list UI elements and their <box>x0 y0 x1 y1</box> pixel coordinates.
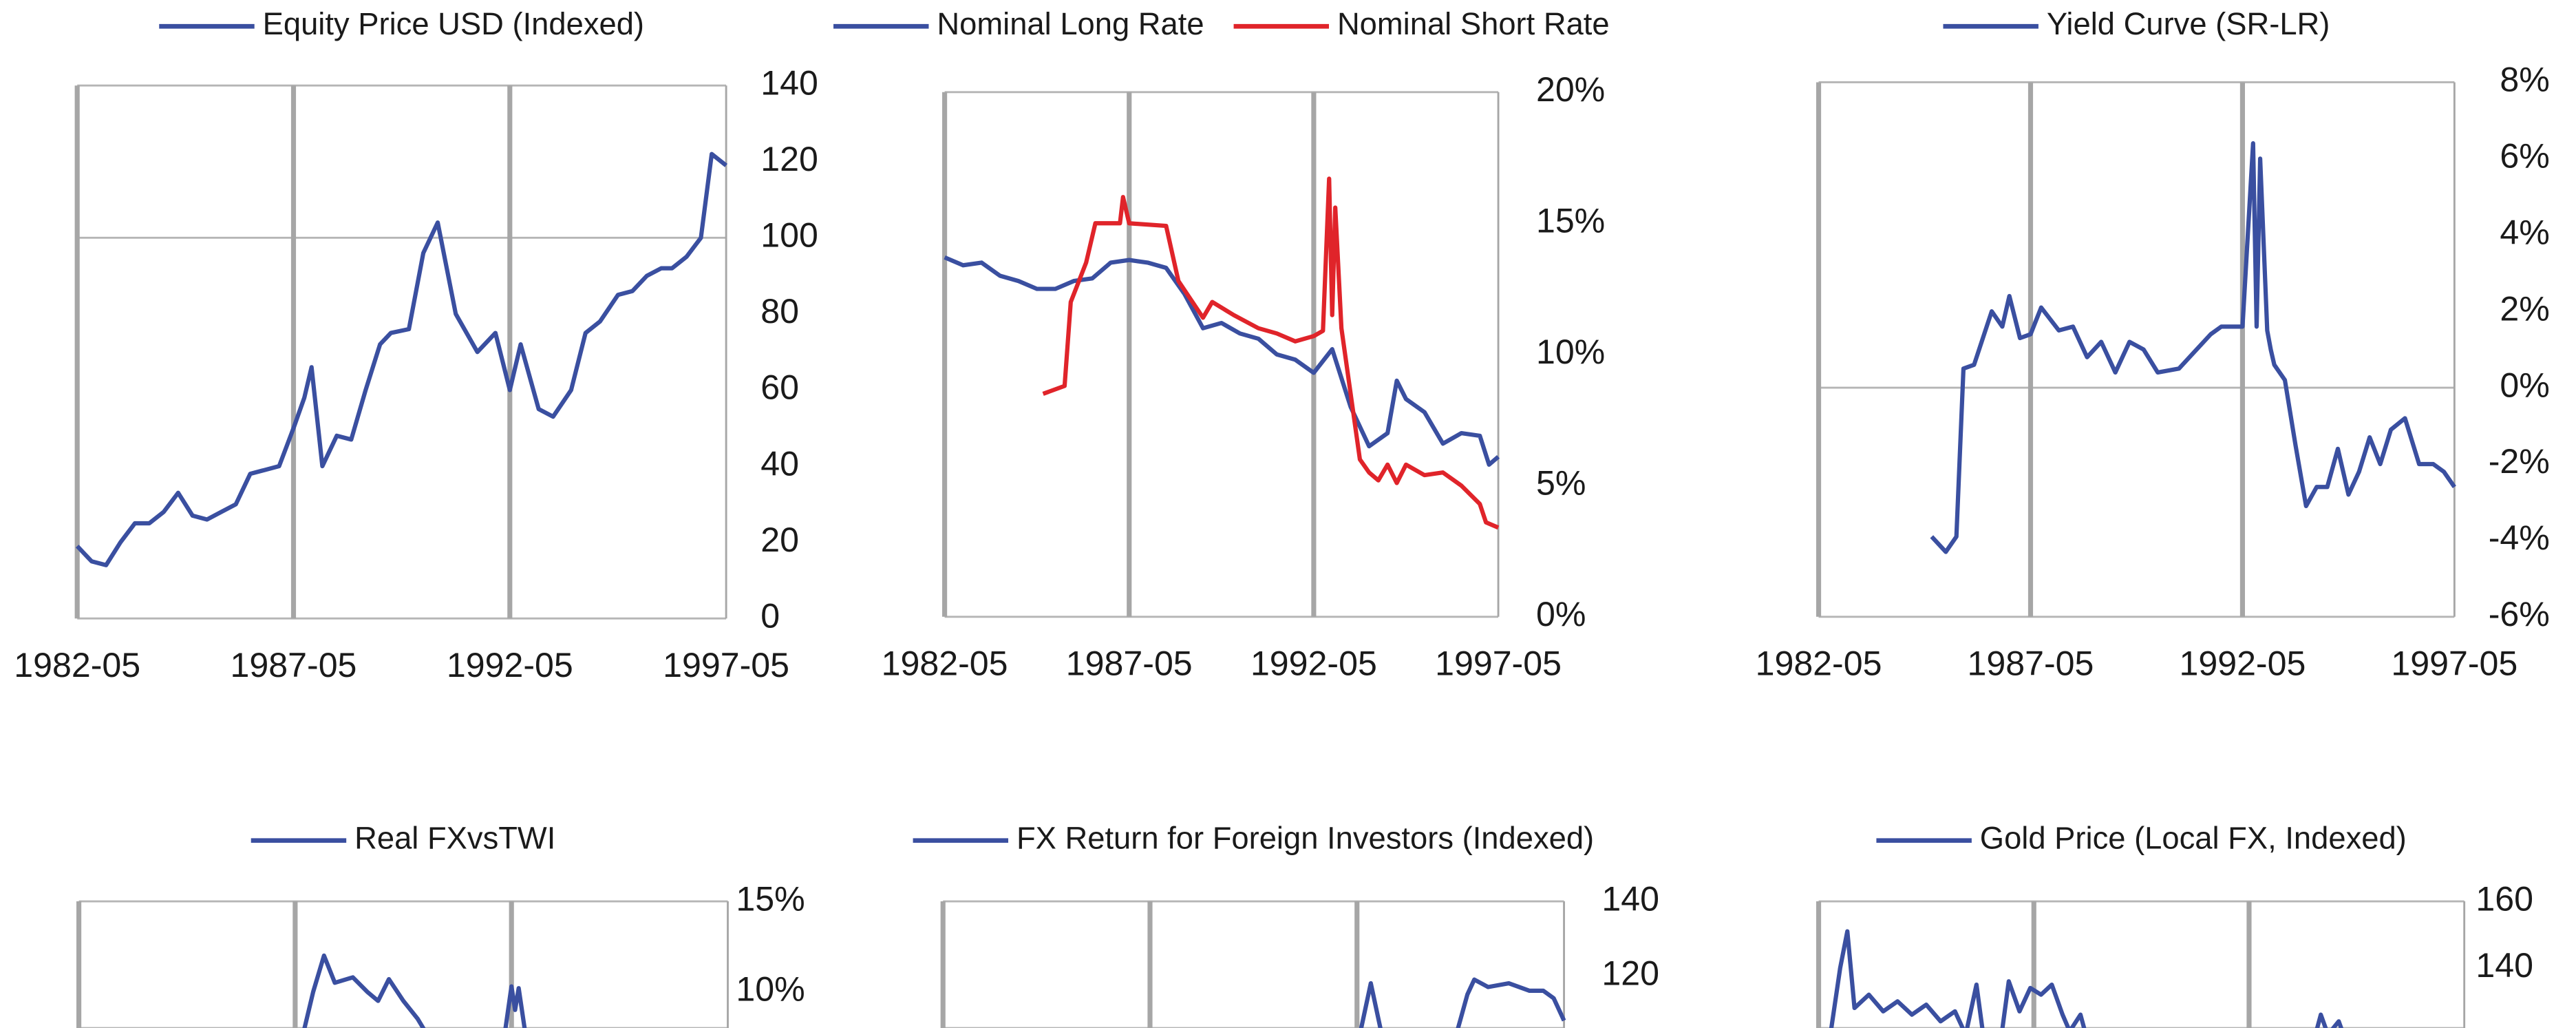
y-tick-label: 6% <box>2500 137 2549 176</box>
x-tick-label: 1992-05 <box>447 646 573 684</box>
x-tick-label: 1982-05 <box>882 644 1008 683</box>
legend-label: Real FXvsTWI <box>354 821 555 856</box>
y-tick-label: 80 <box>760 292 799 331</box>
y-tick-label: 15% <box>1536 202 1605 240</box>
x-tick-label: 1982-05 <box>14 646 140 684</box>
legend-label: Equity Price USD (Indexed) <box>263 6 644 41</box>
data-line <box>944 255 1500 467</box>
y-tick-label: 5% <box>1536 464 1586 503</box>
y-tick-label: 40 <box>760 444 799 483</box>
y-tick-label: 120 <box>760 140 818 178</box>
y-tick-label: 20 <box>760 521 799 559</box>
legend-label: Yield Curve (SR-LR) <box>2047 6 2330 41</box>
y-tick-label: 10% <box>736 970 805 1009</box>
data-line <box>75 151 728 567</box>
x-tick-label: 1982-05 <box>1756 644 1882 683</box>
y-tick-label: -6% <box>2489 595 2550 633</box>
y-tick-label: 60 <box>760 368 799 407</box>
legend-label: Nominal Short Rate <box>1337 6 1610 41</box>
y-tick-label: 0% <box>2500 366 2549 404</box>
y-tick-label: 20% <box>1536 70 1605 109</box>
x-tick-label: 1997-05 <box>2391 644 2518 683</box>
y-tick-label: -4% <box>2489 518 2550 557</box>
x-tick-label: 1987-05 <box>1968 644 2094 683</box>
y-tick-label: 0% <box>1536 595 1586 633</box>
x-tick-label: 1992-05 <box>1250 644 1377 683</box>
y-tick-label: -2% <box>2489 442 2550 481</box>
data-line <box>302 953 527 1028</box>
x-tick-label: 1987-05 <box>231 646 357 684</box>
x-tick-label: 1997-05 <box>1435 644 1562 683</box>
x-tick-label: 1997-05 <box>663 646 789 684</box>
legend-label: Nominal Long Rate <box>937 6 1204 41</box>
data-line <box>1930 141 2456 554</box>
y-tick-label: 140 <box>1601 879 1659 918</box>
x-tick-label: 1992-05 <box>2179 644 2306 683</box>
y-tick-label: 15% <box>736 879 805 918</box>
legend-label: Gold Price (Local FX, Indexed) <box>1980 821 2407 856</box>
y-tick-label: 8% <box>2500 61 2549 99</box>
data-line <box>1359 977 1566 1028</box>
y-tick-label: 2% <box>2500 289 2549 328</box>
y-tick-label: 140 <box>760 63 818 102</box>
y-tick-label: 100 <box>760 216 818 255</box>
y-tick-label: 10% <box>1536 333 1605 371</box>
y-tick-label: 140 <box>2476 946 2533 985</box>
y-tick-label: 4% <box>2500 213 2549 251</box>
y-tick-label: 160 <box>2476 879 2533 918</box>
y-tick-label: 0 <box>760 596 780 635</box>
data-line <box>1042 176 1500 530</box>
data-line <box>1829 929 2344 1028</box>
y-tick-label: 120 <box>1601 954 1659 992</box>
x-tick-label: 1987-05 <box>1066 644 1193 683</box>
legend-label: FX Return for Foreign Investors (Indexed… <box>1016 821 1594 856</box>
